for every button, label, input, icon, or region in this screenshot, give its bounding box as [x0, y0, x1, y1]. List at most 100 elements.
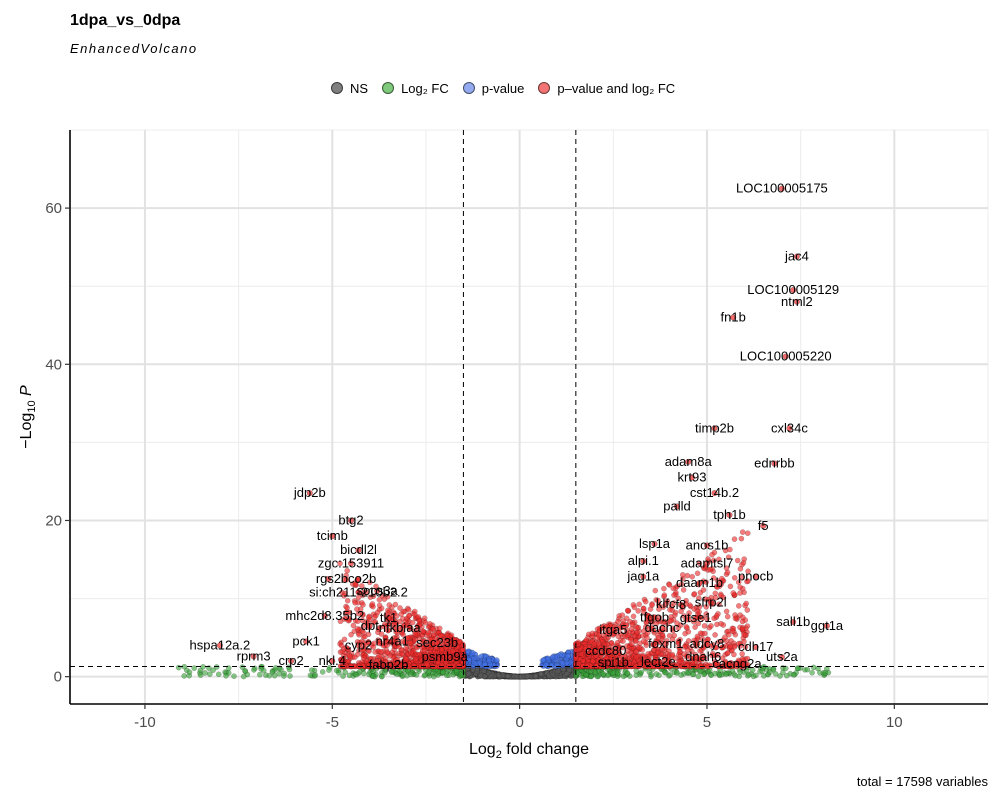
x-tick-label: 5: [703, 714, 711, 731]
data-point: [804, 666, 811, 673]
gene-label: nkl.4: [319, 653, 346, 668]
data-point: [342, 669, 349, 676]
caption: total = 17598 variables: [856, 774, 988, 789]
gene-label: foxm1: [648, 636, 683, 651]
legend-marker-ns: [331, 82, 343, 94]
data-point: [353, 671, 360, 678]
gene-label: timp2b: [695, 420, 734, 435]
legend-marker-pvalue-and-log2fc: [538, 82, 551, 94]
gene-label: dpt: [361, 618, 379, 633]
data-point: [723, 608, 730, 615]
y-tick-label: 0: [54, 669, 62, 686]
gene-label: ggt1a: [811, 618, 844, 633]
data-point: [744, 607, 751, 613]
data-point: [352, 654, 358, 661]
data-point: [430, 626, 437, 633]
data-point: [532, 673, 539, 680]
data-point: [202, 670, 208, 676]
data-point: [504, 673, 511, 680]
data-point: [369, 601, 376, 607]
data-point: [384, 649, 391, 656]
data-point: [335, 670, 342, 676]
data-point: [750, 673, 757, 680]
data-point: [564, 659, 570, 666]
data-point: [724, 569, 731, 576]
x-tick-label: -5: [326, 714, 339, 731]
gene-label: cxl34c: [771, 420, 808, 435]
gene-label: tph1b: [713, 507, 746, 522]
data-point: [422, 672, 428, 678]
legend-label-pvalue: p-value: [481, 80, 525, 96]
data-point: [406, 613, 412, 619]
data-point: [697, 663, 704, 669]
data-point: [746, 671, 752, 678]
data-point: [589, 658, 596, 665]
data-point: [559, 652, 566, 659]
gene-label: uts2a: [766, 649, 799, 664]
data-point: [370, 673, 377, 679]
data-point: [713, 612, 720, 619]
data-point: [436, 625, 443, 632]
legend-label-ns: NS: [350, 80, 369, 96]
gene-label: mhc2d8.35b2: [285, 608, 364, 623]
cutoff-lines: [70, 130, 988, 704]
data-point: [642, 598, 649, 605]
data-point: [181, 673, 187, 679]
data-point: [466, 670, 472, 677]
gene-label: itga5: [599, 622, 627, 637]
data-point: [360, 655, 367, 661]
gene-label: gtse1: [680, 610, 712, 625]
data-point: [575, 641, 582, 648]
legend-label-log2fc: Log₂ FC: [401, 80, 449, 96]
data-point: [619, 612, 626, 618]
gene-label: spi1b: [598, 655, 629, 670]
data-point: [486, 658, 492, 664]
data-point: [661, 585, 667, 592]
data-point: [701, 671, 707, 678]
gene-label: cyp2: [345, 637, 372, 652]
data-point: [741, 632, 747, 638]
legend: NS Log₂ FC p-value p–value and log₂ FC: [331, 78, 689, 98]
data-point: [308, 667, 315, 673]
gene-label: socs3a: [357, 583, 399, 598]
data-point: [624, 670, 631, 676]
gene-label: pnocb: [738, 569, 773, 584]
data-point: [565, 653, 571, 660]
data-point: [633, 638, 639, 644]
data-point: [624, 607, 631, 614]
data-point: [739, 618, 746, 625]
gene-label: adamtsl7: [681, 555, 734, 570]
gene-label: LOC100005175: [736, 181, 828, 196]
data-point: [398, 611, 405, 617]
legend-item-pvalue: p-value: [462, 80, 525, 96]
data-point: [588, 673, 595, 680]
legend-marker-pvalue: [462, 82, 475, 94]
data-point: [652, 587, 659, 594]
gene-label: ednrbb: [754, 456, 794, 471]
gene-label: fn1b: [721, 309, 746, 324]
data-point: [576, 646, 583, 653]
data-point: [408, 649, 414, 656]
data-point: [281, 673, 287, 679]
y-tick-label: 60: [45, 200, 62, 217]
gene-label: fabp2b: [369, 657, 409, 672]
data-point: [287, 673, 293, 679]
data-point: [767, 669, 773, 676]
data-point: [737, 584, 743, 591]
x-axis-title: Log2 fold change: [469, 741, 589, 761]
data-point: [200, 664, 206, 670]
data-point: [822, 669, 829, 676]
data-point: [352, 600, 358, 606]
gene-label: dachc: [645, 620, 680, 635]
data-point: [633, 648, 639, 655]
data-point: [667, 672, 673, 678]
data-point: [732, 612, 738, 618]
gene-label: lsp1a: [639, 536, 671, 551]
gene-label: btg2: [338, 513, 363, 528]
data-point: [240, 673, 247, 680]
y-tick-label: 20: [45, 512, 62, 529]
data-point: [727, 583, 734, 590]
data-point: [743, 600, 750, 607]
data-point: [231, 673, 237, 680]
